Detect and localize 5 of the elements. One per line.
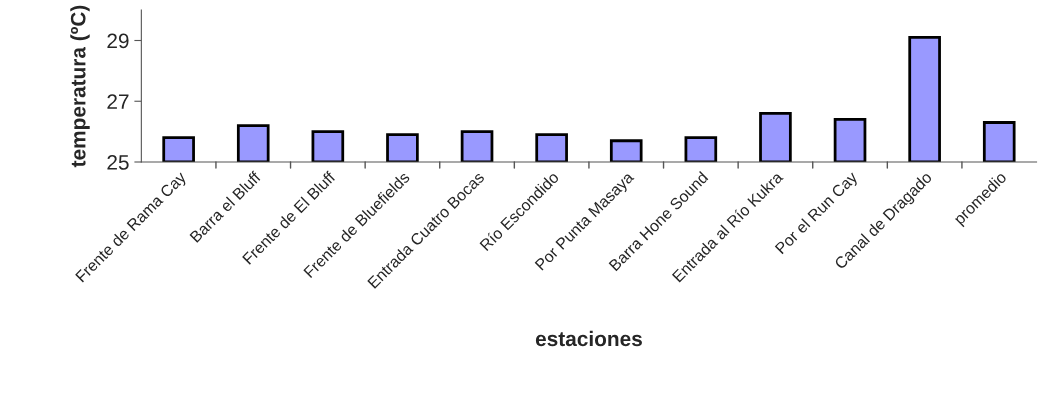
y-tick-label: 27: [107, 94, 129, 109]
y-tick-label: 29: [107, 33, 129, 49]
y-axis-title: temperatura (ºC): [70, 5, 90, 168]
x-axis-title: estaciones: [535, 330, 642, 347]
y-tick-label: 25: [107, 155, 129, 170]
